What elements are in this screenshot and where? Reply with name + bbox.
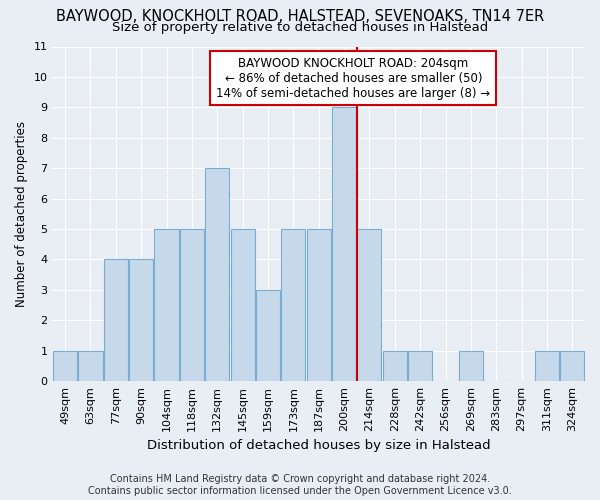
Text: BAYWOOD KNOCKHOLT ROAD: 204sqm
← 86% of detached houses are smaller (50)
14% of : BAYWOOD KNOCKHOLT ROAD: 204sqm ← 86% of … [216,56,490,100]
Bar [281,229,305,381]
Y-axis label: Number of detached properties: Number of detached properties [15,121,28,307]
Bar [459,351,483,381]
Bar [358,229,382,381]
Text: BAYWOOD, KNOCKHOLT ROAD, HALSTEAD, SEVENOAKS, TN14 7ER: BAYWOOD, KNOCKHOLT ROAD, HALSTEAD, SEVEN… [56,9,544,24]
Bar [230,229,254,381]
Bar [104,260,128,381]
Bar [79,351,103,381]
Bar [332,108,356,381]
Text: Size of property relative to detached houses in Halstead: Size of property relative to detached ho… [112,21,488,34]
Bar [180,229,204,381]
X-axis label: Distribution of detached houses by size in Halstead: Distribution of detached houses by size … [147,440,491,452]
Bar [383,351,407,381]
Bar [129,260,153,381]
Bar [535,351,559,381]
Bar [205,168,229,381]
Bar [154,229,179,381]
Bar [408,351,432,381]
Bar [560,351,584,381]
Text: Contains HM Land Registry data © Crown copyright and database right 2024.
Contai: Contains HM Land Registry data © Crown c… [88,474,512,496]
Bar [53,351,77,381]
Bar [256,290,280,381]
Bar [307,229,331,381]
